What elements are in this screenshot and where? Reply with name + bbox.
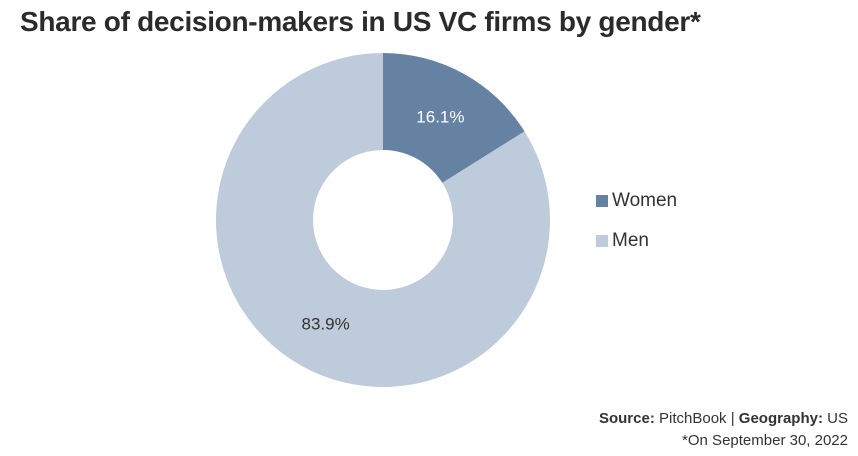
legend-swatch-men [596,235,608,247]
legend-swatch-women [596,195,608,207]
chart-title: Share of decision-makers in US VC firms … [20,6,701,37]
source-label: Source: [598,410,655,427]
donut-slice-labels: 16.1% 83.9% [301,107,464,333]
footnote: *On September 30, 2022 [682,432,848,449]
footer: Source: PitchBook | Geography: US *On Se… [599,408,848,452]
donut-slices [216,53,550,387]
slice-label-women: 16.1% [416,107,464,126]
slice-label-men: 83.9% [301,315,349,334]
legend: Women Men [596,188,677,268]
legend-item-women: Women [596,188,677,214]
donut-slice-women [383,53,525,183]
legend-label-women: Women [612,190,678,211]
source-value: PitchBook [659,410,727,427]
donut-slice-men [216,53,550,387]
geography-value: US [827,410,848,427]
footer-separator: | [730,410,735,427]
geography-label: Geography: [738,410,823,427]
source-line: Source: PitchBook | Geography: US [599,408,848,430]
legend-item-men: Men [596,228,677,254]
legend-label-men: Men [612,230,649,251]
